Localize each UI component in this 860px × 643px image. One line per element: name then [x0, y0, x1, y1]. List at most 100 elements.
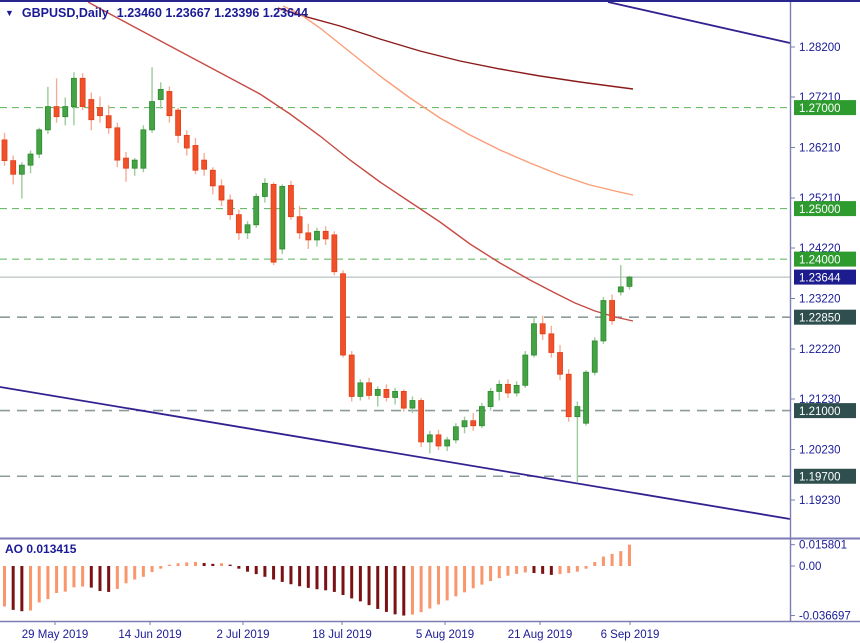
level-badge-1.25000-text: 1.25000: [799, 204, 841, 216]
candle-body: [591, 340, 598, 373]
candle-body: [114, 127, 121, 161]
ao-bar: [593, 561, 597, 566]
candle-body: [201, 159, 208, 170]
ao-bar: [272, 566, 276, 580]
ao-bar: [306, 566, 310, 588]
candle-body: [1, 139, 8, 162]
ao-bar: [350, 566, 354, 599]
candle-body: [62, 106, 69, 118]
ao-bar: [402, 566, 406, 616]
level-badge-1.22850: [794, 309, 856, 325]
ao-bar: [89, 566, 93, 588]
ao-bar: [523, 566, 527, 573]
ao-bar: [202, 563, 206, 566]
candle-body: [105, 115, 112, 129]
candle-body: [279, 185, 286, 250]
date-axis-label: 6 Sep 2019: [601, 629, 660, 641]
ao-bar: [176, 563, 180, 566]
candle-body: [392, 391, 399, 398]
ao-bar: [567, 566, 571, 574]
ao-bar: [419, 566, 423, 613]
candle-body: [609, 300, 615, 322]
ma-slow-maroon: [277, 7, 634, 90]
upper-trendline[interactable]: [607, 2, 791, 44]
candle-body: [461, 420, 468, 428]
ao-bar: [124, 566, 128, 584]
ao-axis-label: 0.00: [799, 561, 821, 573]
ao-bar: [610, 553, 614, 566]
ao-bar: [37, 566, 41, 603]
candle-body: [383, 388, 390, 398]
candle-body: [400, 391, 407, 409]
price-axis-label: 1.23220: [799, 293, 841, 305]
ao-bar: [619, 551, 623, 566]
candle-body: [452, 426, 459, 441]
ao-bar: [280, 566, 284, 582]
ao-bar: [20, 566, 24, 612]
candle-body: [244, 224, 251, 234]
ao-bar: [376, 566, 380, 609]
ma-mid-crimson: [87, 2, 634, 322]
ao-bar: [341, 566, 345, 596]
ao-bar: [324, 566, 328, 591]
level-badge-1.24000-text: 1.24000: [799, 254, 841, 266]
ao-bar: [489, 566, 493, 582]
level-badge-1.19700: [794, 468, 856, 484]
candle-body: [36, 129, 43, 155]
ao-bar: [627, 544, 631, 566]
ao-bar: [515, 566, 519, 574]
candle-body: [487, 391, 494, 407]
date-axis-label: 5 Aug 2019: [416, 629, 474, 641]
ohlc-quote-text: 1.23460 1.23667 1.23396 1.23644: [116, 6, 308, 20]
ao-bar: [107, 566, 111, 592]
level-badge-1.25000: [794, 201, 856, 217]
candle-body: [357, 382, 364, 397]
candle-body: [235, 214, 242, 234]
candle-body: [331, 234, 338, 273]
ao-bar: [55, 566, 59, 593]
date-axis-label: 14 Jun 2019: [118, 629, 181, 641]
candle-body: [149, 101, 155, 131]
ao-bar: [315, 566, 319, 590]
candle-body: [175, 109, 182, 136]
symbol-timeframe-label: GBPUSD,Daily: [21, 6, 109, 20]
ao-axis-label: 0.015801: [799, 540, 847, 552]
candle-body: [227, 199, 234, 216]
level-badge-1.24000: [794, 251, 856, 267]
ao-bar: [506, 566, 510, 576]
date-axis-label: 29 May 2019: [22, 629, 89, 641]
candle-body: [418, 400, 425, 443]
ao-bar: [167, 564, 171, 566]
ao-bar: [454, 566, 458, 597]
ao-bar: [159, 566, 163, 569]
ao-bar: [332, 566, 336, 592]
candle-body: [496, 383, 503, 392]
current-price-badge-text: 1.23644: [799, 272, 841, 284]
ao-bar: [141, 566, 145, 577]
candle-body: [157, 89, 164, 100]
ao-bar: [11, 566, 15, 610]
ao-bar: [263, 566, 267, 577]
candle-body: [600, 300, 607, 342]
ao-bar: [393, 566, 397, 615]
candle-body: [166, 91, 173, 117]
lower-trendline[interactable]: [0, 386, 791, 520]
ao-bar: [463, 566, 467, 593]
candle-body: [426, 434, 433, 443]
ao-bar: [471, 566, 475, 589]
ao-bar: [63, 566, 67, 592]
candle-body: [253, 196, 260, 226]
candle-body: [366, 382, 372, 396]
candle-body: [45, 106, 51, 131]
candle-body: [409, 400, 416, 409]
level-badge-1.21000: [794, 403, 856, 419]
symbol-dropdown-icon[interactable]: ▼: [5, 8, 14, 18]
candle-body: [53, 106, 60, 118]
price-axis-label: 1.20230: [799, 444, 841, 456]
price-axis-label: 1.21230: [799, 394, 841, 406]
price-axis-label: 1.26210: [799, 143, 841, 155]
date-axis-label: 2 Jul 2019: [216, 629, 269, 641]
candle-body: [27, 153, 34, 166]
ao-bar: [384, 566, 388, 612]
